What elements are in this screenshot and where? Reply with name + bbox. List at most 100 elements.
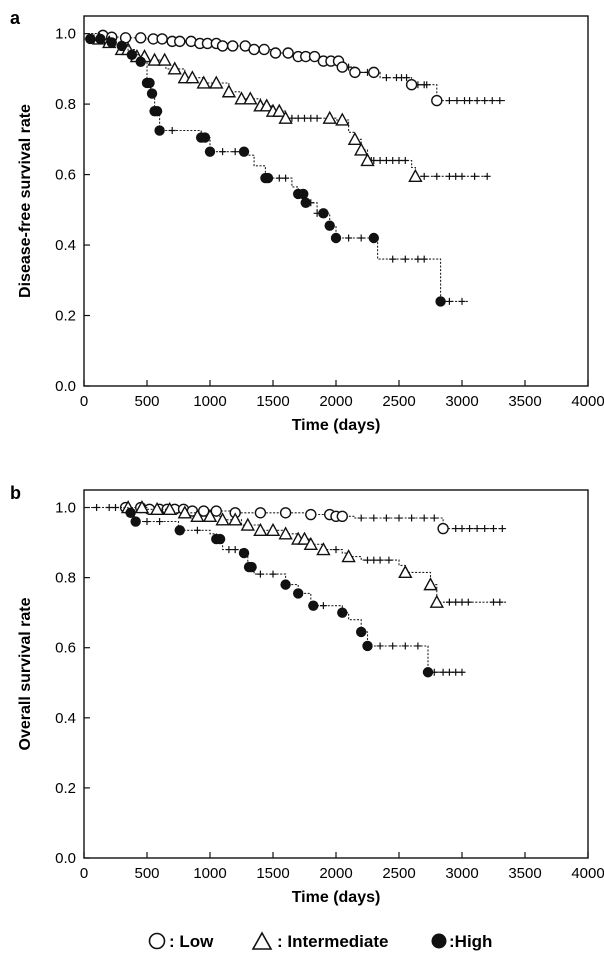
censor-mark: [105, 504, 113, 512]
event-marker-intermediate: [234, 91, 249, 105]
censor-mark: [408, 514, 416, 522]
x-tick-label: 3500: [508, 865, 541, 882]
event-marker-intermediate: [149, 501, 165, 515]
event-marker-low: [305, 508, 317, 521]
censor-mark: [458, 525, 466, 533]
event-marker-high: [422, 667, 434, 678]
censor-mark: [414, 255, 422, 263]
event-marker-high: [126, 49, 138, 60]
event-marker-high: [204, 146, 216, 157]
censor-mark: [490, 598, 497, 606]
event-marker-high: [300, 197, 311, 208]
y-axis-label: Overall survival rate: [17, 597, 34, 750]
censor-mark: [301, 114, 308, 122]
y-tick-label: 0.6: [55, 640, 76, 657]
event-marker-intermediate: [322, 110, 337, 124]
censor-mark: [445, 598, 453, 606]
event-marker-low: [269, 47, 282, 59]
censor-mark: [453, 97, 461, 105]
event-marker-intermediate: [272, 103, 287, 117]
x-tick-label: 1500: [256, 865, 289, 882]
censor-mark: [481, 97, 489, 105]
y-tick-label: 0.8: [55, 96, 76, 113]
censor-mark: [496, 598, 504, 606]
y-tick-label: 0.4: [55, 710, 76, 727]
censor-mark: [488, 97, 496, 105]
event-marker-low: [405, 79, 418, 91]
censor-mark: [420, 172, 428, 180]
censor-mark: [332, 546, 340, 554]
event-marker-high: [362, 640, 373, 652]
censor-mark: [357, 514, 365, 522]
y-tick-label: 0.8: [55, 570, 76, 587]
x-tick-label: 3000: [445, 393, 478, 410]
event-marker-high: [238, 547, 250, 559]
event-marker-intermediate: [259, 98, 274, 112]
event-marker-intermediate: [265, 522, 281, 537]
x-tick-label: 2500: [382, 393, 415, 410]
event-marker-intermediate: [134, 500, 150, 514]
censor-mark: [466, 525, 474, 533]
event-marker-low: [248, 43, 260, 56]
censor-mark: [452, 598, 460, 606]
event-marker-low: [216, 40, 229, 52]
censor-mark: [452, 172, 460, 180]
censor-mark: [376, 556, 384, 564]
censor-mark: [231, 148, 239, 156]
panel-b-chart: 0 500 1000 1500 2000 2500 3000 3500 4000 0.0 0.2 0.…: [17, 489, 604, 906]
censor-mark: [490, 525, 497, 533]
event-marker-intermediate: [423, 577, 438, 591]
event-marker-high: [324, 220, 335, 231]
event-marker-low: [282, 47, 294, 59]
series-high-line: [84, 38, 469, 302]
censor-mark: [496, 97, 504, 105]
censor-mark: [395, 514, 403, 522]
y-tick-label: 0.2: [55, 780, 76, 797]
event-marker-intermediate: [303, 536, 318, 551]
event-marker-high: [238, 146, 250, 157]
event-marker-high: [154, 125, 165, 136]
event-marker-intermediate: [185, 70, 200, 84]
y-tick-label: 0.0: [55, 378, 76, 395]
event-marker-high: [298, 188, 309, 200]
legend-label-high: :High: [449, 932, 492, 951]
censor-mark: [458, 172, 466, 180]
legend-label-intermediate: : Intermediate: [277, 932, 388, 951]
event-marker-low: [308, 50, 321, 63]
event-marker-intermediate: [347, 131, 363, 146]
event-marker-intermediate: [297, 531, 312, 545]
event-marker-intermediate: [429, 594, 444, 608]
event-marker-low: [174, 35, 186, 48]
censor-mark: [464, 598, 472, 606]
censor-mark: [382, 514, 390, 522]
censor-mark: [376, 156, 384, 164]
event-marker-intermediate: [354, 142, 369, 156]
event-marker-intermediate: [360, 153, 375, 167]
event-marker-intermediate: [335, 112, 350, 126]
event-marker-intermediate: [398, 564, 413, 579]
censor-mark: [466, 97, 474, 105]
panel-b-letter: b: [10, 483, 21, 503]
censor-mark: [481, 525, 489, 533]
x-tick-label: 0: [80, 865, 88, 882]
event-marker-low: [336, 61, 348, 73]
x-tick-label: 4000: [571, 865, 604, 882]
censor-mark: [370, 556, 378, 564]
plot-frame: [83, 489, 589, 859]
censor-mark: [423, 81, 431, 89]
legend-item-low: : Low: [148, 932, 214, 951]
event-marker-low: [336, 510, 348, 522]
censor-mark: [445, 668, 453, 676]
event-marker-high: [85, 33, 96, 45]
event-marker-intermediate: [228, 512, 243, 526]
censor-mark: [498, 525, 506, 533]
event-marker-low: [254, 507, 267, 519]
censor-mark: [313, 114, 321, 122]
censor-mark: [445, 172, 453, 180]
event-marker-intermediate: [157, 52, 172, 66]
censor-mark: [401, 156, 409, 164]
event-marker-intermediate: [209, 75, 224, 89]
event-marker-high: [330, 232, 342, 244]
event-marker-high: [308, 600, 319, 611]
censor-mark: [256, 570, 264, 578]
